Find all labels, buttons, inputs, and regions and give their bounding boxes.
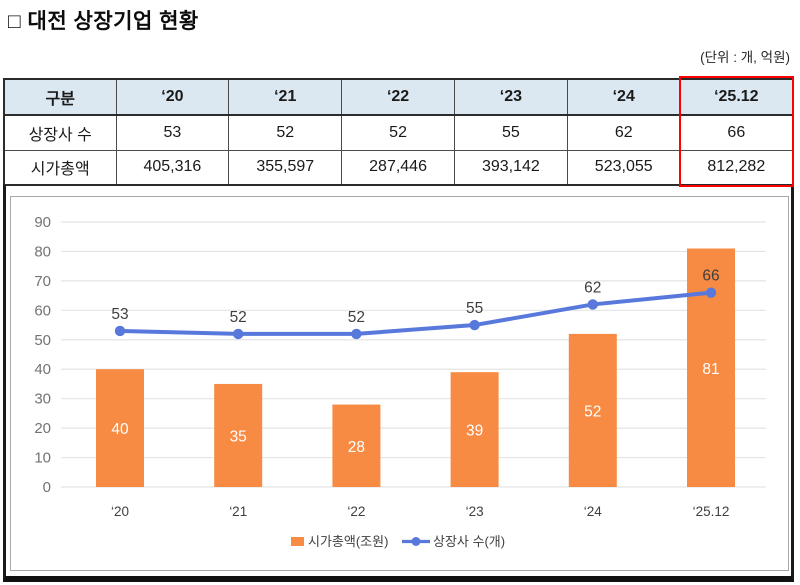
cell: 393,142	[453, 149, 568, 186]
unit-label: (단위 : 개, 억원)	[700, 50, 790, 65]
y-tick-label: 90	[34, 214, 51, 231]
col-header-year: ‘23	[453, 78, 568, 116]
row-label: 상장사 수	[3, 114, 117, 151]
x-tick-label: ‘21	[229, 504, 247, 519]
bar	[568, 333, 617, 487]
y-tick-label: 30	[34, 391, 51, 408]
table-row-market-cap: 시가총액 405,316 355,597 287,446 393,142 523…	[3, 149, 794, 186]
point-value-label: 66	[702, 268, 719, 285]
point-marker	[114, 325, 126, 337]
x-tick-label: ‘24	[584, 504, 603, 519]
bar	[450, 372, 499, 487]
bar	[96, 369, 144, 487]
x-tick-label: ‘25.12	[693, 504, 730, 519]
table-row-listed-count: 상장사 수 53 52 52 55 62 66	[3, 114, 794, 151]
row-label: 시가총액	[3, 149, 117, 186]
x-tick-label: ‘23	[466, 504, 484, 519]
cell: 62	[566, 114, 681, 151]
chart-svg: 0 10 20 30 40 50 60 70 80 90 40 35 28 39 52 81 53 52 52 55 6…	[34, 214, 766, 549]
point-marker	[233, 328, 244, 340]
trend-line	[118, 290, 713, 336]
point-value-label: 52	[230, 309, 247, 326]
cell: 66	[679, 114, 794, 151]
cell: 523,055	[566, 149, 681, 186]
bar	[214, 383, 263, 487]
point-marker	[587, 299, 598, 310]
y-tick-label: 40	[34, 361, 51, 378]
x-tick-label: ‘20	[111, 504, 129, 519]
col-header-category: 구분	[3, 78, 117, 116]
col-header-year: ‘22	[341, 78, 455, 116]
cell: 812,282	[679, 149, 794, 186]
col-header-year: ‘25.12	[679, 78, 794, 116]
bar-value-label: 81	[702, 361, 719, 378]
point-value-label: 62	[584, 279, 601, 296]
legend-line-marker	[411, 537, 421, 546]
bar	[332, 404, 381, 487]
cell: 287,446	[341, 149, 455, 186]
point-marker	[705, 287, 717, 298]
legend-bar-swatch	[291, 537, 304, 546]
y-tick-label: 60	[34, 302, 51, 319]
col-header-year: ‘24	[566, 78, 681, 116]
table-header-row: 구분 ‘20 ‘21 ‘22 ‘23 ‘24 ‘25.12	[3, 78, 794, 116]
bar-value-label: 39	[466, 423, 483, 440]
cell: 405,316	[115, 149, 230, 186]
col-header-year: ‘20	[115, 78, 230, 116]
cell: 355,597	[228, 149, 343, 186]
cell: 55	[453, 114, 568, 151]
point-value-label: 52	[348, 309, 365, 326]
point-value-label: 55	[466, 300, 483, 317]
bar-value-label: 35	[230, 428, 247, 445]
y-tick-label: 20	[34, 420, 51, 437]
bar-value-label: 52	[584, 403, 601, 420]
col-header-year: ‘21	[228, 78, 343, 116]
bar-value-label: 28	[348, 439, 365, 456]
chart-frame: 0 10 20 30 40 50 60 70 80 90 40 35 28 39 52 81 53 52 52 55 6…	[10, 196, 789, 571]
cell: 53	[115, 114, 230, 151]
point-value-label: 53	[111, 306, 128, 323]
legend-bar-label: 시가총액(조원)	[308, 534, 388, 549]
chart-container: 0 10 20 30 40 50 60 70 80 90 40 35 28 39 52 81 53 52 52 55 6…	[3, 184, 794, 582]
y-tick-label: 10	[34, 450, 51, 467]
page-title: □ 대전 상장기업 현황	[8, 10, 199, 33]
y-tick-label: 0	[43, 479, 51, 496]
legend-line-label: 상장사 수(개)	[433, 534, 505, 549]
bar-value-label: 40	[111, 421, 129, 438]
y-tick-label: 70	[34, 273, 51, 290]
point-marker	[351, 328, 362, 340]
cell: 52	[228, 114, 343, 151]
y-tick-label: 50	[34, 332, 51, 349]
cell: 52	[341, 114, 455, 151]
x-tick-label: ‘22	[347, 504, 365, 519]
point-marker	[469, 319, 480, 331]
y-tick-label: 80	[34, 243, 51, 260]
stats-table: 구분 ‘20 ‘21 ‘22 ‘23 ‘24 ‘25.12 상장사 수 53 5…	[3, 78, 794, 186]
